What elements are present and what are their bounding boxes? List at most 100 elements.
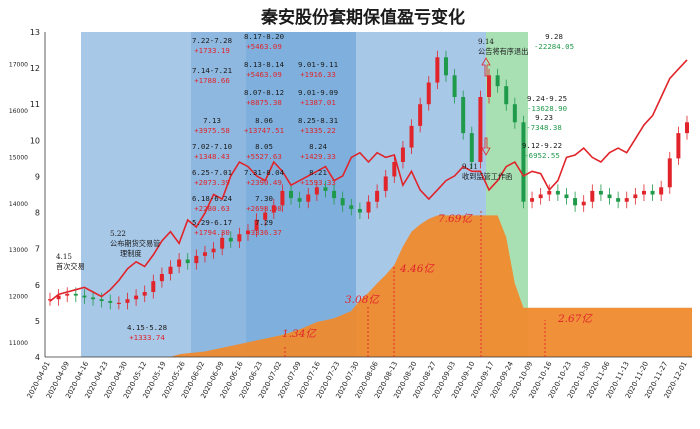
period-value: +1593.33 xyxy=(300,178,336,187)
candle-body xyxy=(254,219,259,231)
candle-body xyxy=(616,198,621,202)
period-label: 8.05 xyxy=(255,142,273,151)
period-label: 9.28 xyxy=(545,32,563,41)
candle-body xyxy=(581,201,586,206)
candle-body xyxy=(478,97,483,162)
candle-body xyxy=(521,122,526,202)
candle-body xyxy=(555,190,560,195)
period-label: 7.22-7.28 xyxy=(192,36,232,45)
period-label: 9.23 xyxy=(535,113,553,122)
event-text: 公布期货交易管 xyxy=(110,239,160,248)
candle-body xyxy=(159,273,164,282)
event-text: 公告将有序退出 xyxy=(478,47,528,56)
candle-body xyxy=(65,293,70,296)
period-value: +1916.33 xyxy=(300,70,336,79)
period-label: 9.01-9.09 xyxy=(298,88,338,97)
candle-body xyxy=(573,198,578,206)
y-right-tick-label: 12000 xyxy=(9,294,28,301)
profit-marker-label: 3.08亿 xyxy=(345,294,380,306)
period-value: +13747.51 xyxy=(244,126,284,135)
y-tick-label: 10 xyxy=(30,136,40,145)
period-label: 6.18-6.24 xyxy=(192,194,233,203)
candle-body xyxy=(409,125,414,148)
period-value: +5463.09 xyxy=(246,70,282,79)
candle-body xyxy=(314,187,319,195)
y-right-tick-label: 17000 xyxy=(9,62,28,69)
candle-body xyxy=(134,295,139,300)
period-label: 6.25-7.01 xyxy=(192,168,232,177)
event-date: 4.15 xyxy=(56,252,72,261)
candle-body xyxy=(641,190,646,195)
event-arrow-up xyxy=(481,57,491,77)
y-tick-label: 13 xyxy=(30,28,40,37)
period-label: 7.13 xyxy=(203,116,221,125)
profit-area xyxy=(50,215,692,357)
profit-area-series xyxy=(50,215,692,357)
candle-body xyxy=(469,133,474,162)
event-date: 9.14 xyxy=(478,37,494,46)
period-value: +1387.01 xyxy=(300,98,336,107)
period-value: +1335.22 xyxy=(300,126,336,135)
y-tick-label: 5 xyxy=(35,317,40,326)
period-value: +2280.63 xyxy=(194,204,230,213)
event-text: 收到监管工作函 xyxy=(462,172,512,181)
candle-body xyxy=(349,205,354,209)
candle-body xyxy=(633,194,638,199)
y-tick-label: 9 xyxy=(35,172,40,181)
candle-body xyxy=(202,252,207,256)
event-arrow-down xyxy=(481,137,491,156)
candle-body xyxy=(125,299,130,303)
period-label: 7.30 xyxy=(255,194,273,203)
candle-body xyxy=(332,190,337,199)
profit-markers: 1.34亿 3.08亿 4.46亿 7.69亿 2.67亿 xyxy=(282,210,593,357)
period-value: +3336.37 xyxy=(246,228,282,237)
candle-body xyxy=(392,162,397,177)
period-label: 7.02-7.10 xyxy=(192,142,232,151)
candle-body xyxy=(461,97,466,134)
candle-body xyxy=(547,190,552,195)
candle-body xyxy=(271,205,276,213)
profit-marker-label: 1.34亿 xyxy=(282,328,317,340)
candle-body xyxy=(177,259,182,267)
candle-body xyxy=(228,237,233,242)
candle-body xyxy=(375,190,380,202)
period-value: +2073.39 xyxy=(194,178,230,187)
candle-body xyxy=(263,212,268,220)
profit-marker-label: 4.46亿 xyxy=(399,263,435,275)
band-light xyxy=(81,32,191,357)
period-label: 8.06 xyxy=(255,116,273,125)
y-right-tick-label: 11000 xyxy=(9,340,28,347)
candle-body xyxy=(452,75,457,97)
period-value: +3975.58 xyxy=(194,126,230,135)
y-tick-label: 12 xyxy=(30,64,40,73)
y-tick-label: 11 xyxy=(30,100,40,109)
y-right-tick-label: 13000 xyxy=(9,247,28,254)
period-value: +5527.63 xyxy=(246,152,282,161)
candle-body xyxy=(185,259,190,264)
candle-body xyxy=(624,198,629,202)
candle-body xyxy=(400,147,405,162)
candle-body xyxy=(659,187,664,195)
candle-body xyxy=(676,133,681,159)
event-text-2: 理制度 xyxy=(120,249,142,258)
candle-body xyxy=(435,57,440,83)
candle-body xyxy=(323,187,328,191)
period-label: 5.29-6.17 xyxy=(192,218,232,227)
period-label: 8.13-8.14 xyxy=(244,60,285,69)
period-value: +2698.08 xyxy=(246,204,282,213)
candle-body xyxy=(590,190,595,202)
period-label: 7.14-7.21 xyxy=(192,66,232,75)
candle-body xyxy=(151,281,156,292)
candle-body xyxy=(280,190,285,206)
candle-body xyxy=(504,86,509,105)
candle-body xyxy=(220,237,225,249)
candle-body xyxy=(297,198,302,202)
candle-body xyxy=(306,194,311,202)
period-value: -22284.05 xyxy=(534,42,574,51)
period-value: -13628.90 xyxy=(527,104,567,113)
candle-body xyxy=(108,301,113,303)
futures-line xyxy=(49,59,688,302)
candle-body xyxy=(245,230,250,235)
y-right-tick-label: 16000 xyxy=(9,108,28,115)
